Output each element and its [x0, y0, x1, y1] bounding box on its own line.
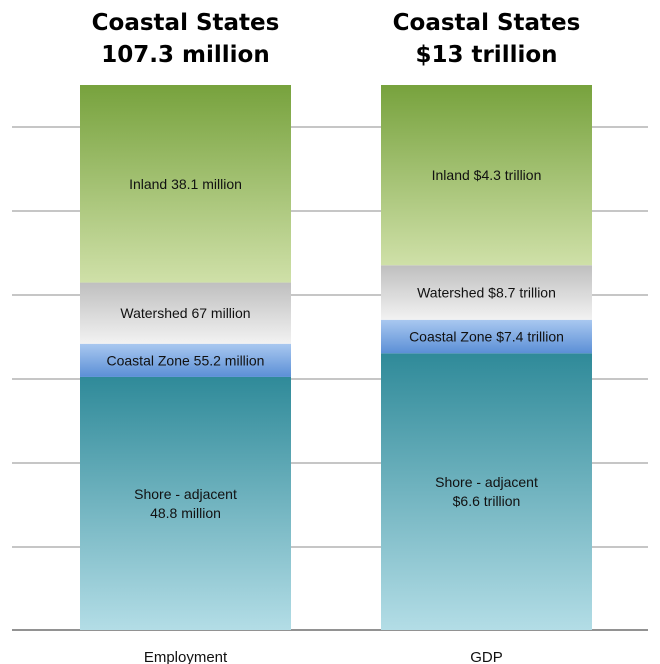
- chart-text: Shore - adjacent 48.8 million Coastal Zone…: [92, 10, 581, 664]
- bar-segment-employment-shore-adjacent: [80, 376, 291, 630]
- segment-label-employment-coastal-zone: Coastal Zone 55.2 million: [107, 352, 265, 368]
- category-label-gdp: GDP: [470, 649, 503, 664]
- segment-label-gdp-shore-adjacent: Shore - adjacent $6.6 trillion: [435, 474, 538, 509]
- segment-label-gdp-watershed: Watershed $8.7 trillion: [417, 285, 556, 301]
- segment-label-employment-shore-adjacent: Shore - adjacent 48.8 million: [134, 486, 237, 521]
- bar-segment-gdp-coastal-zone: [381, 319, 592, 354]
- bar-segment-gdp-shore-adjacent: [381, 353, 592, 630]
- segment-label-employment-inland: Inland 38.1 million: [129, 176, 242, 192]
- bar-segment-employment-inland: [80, 85, 291, 283]
- segment-label-gdp-inland: Inland $4.3 trillion: [432, 167, 542, 183]
- bar-segment-gdp-inland: [381, 85, 592, 266]
- column-title-gdp: Coastal States $13 trillion: [393, 10, 581, 68]
- bar-segment-employment-watershed: [80, 282, 291, 344]
- segment-label-employment-watershed: Watershed 67 million: [120, 305, 250, 321]
- column-title-employment: Coastal States 107.3 million: [92, 10, 280, 68]
- segment-label-gdp-coastal-zone: Coastal Zone $7.4 trillion: [409, 329, 564, 345]
- bar-segment-employment-coastal-zone: [80, 343, 291, 377]
- bars: [80, 85, 592, 630]
- bar-segment-gdp-watershed: [381, 265, 592, 320]
- category-label-employment: Employment: [144, 649, 228, 664]
